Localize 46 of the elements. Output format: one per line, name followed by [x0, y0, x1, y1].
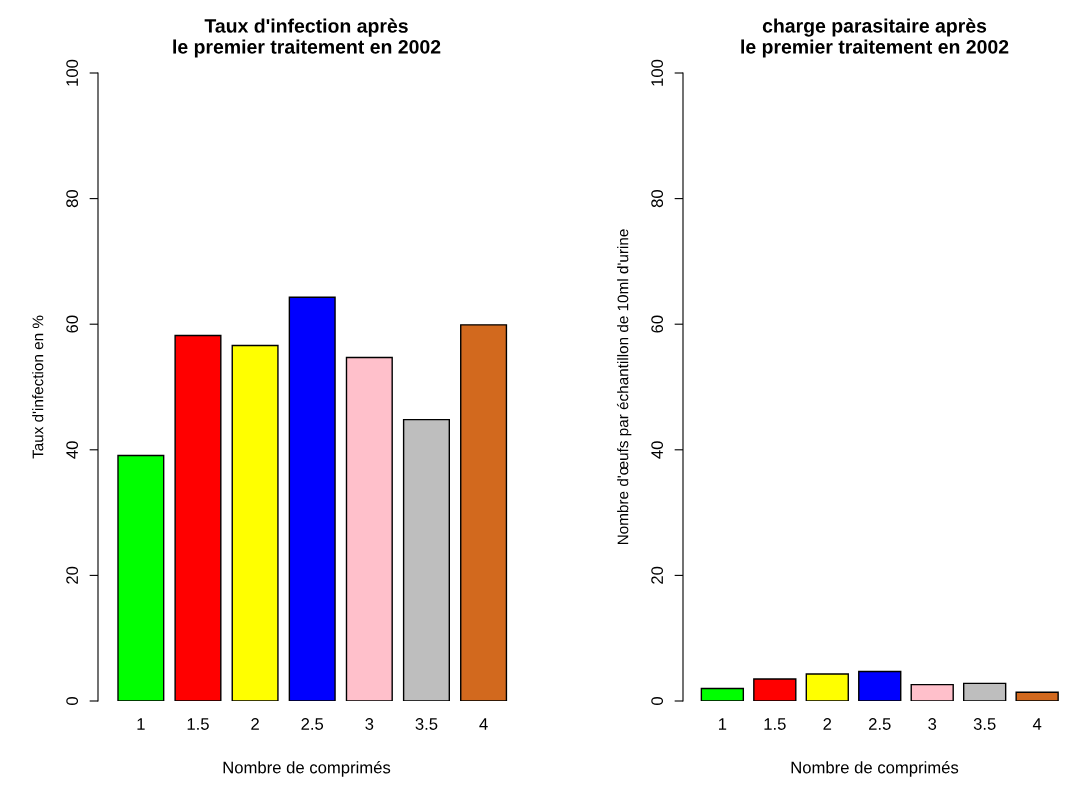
bar	[288, 296, 336, 701]
y-tick-label: 0	[651, 697, 664, 705]
y-tick-label: 40	[66, 441, 79, 459]
y-axis-title: Nombre d'œufs par échantillon de 10ml d'urine	[616, 229, 632, 545]
bar	[402, 418, 451, 701]
x-tick-label: 2	[251, 718, 259, 730]
x-tick-label: 4	[1032, 718, 1042, 730]
bar	[805, 673, 849, 701]
y-tick-label: 60	[651, 315, 664, 333]
x-tick-label: 2.5	[301, 718, 324, 730]
y-tick-label: 80	[651, 189, 664, 208]
y-tick-label: 80	[66, 189, 79, 208]
x-axis-title: Nombre de comprimés	[791, 760, 959, 777]
bar	[174, 334, 222, 701]
bar	[1015, 691, 1059, 701]
bar	[460, 324, 508, 701]
chart-title: charge parasitaire après le premier traitement en 2002	[741, 18, 1009, 58]
bar	[345, 356, 393, 701]
x-tick-label: 3	[928, 718, 937, 730]
y-tick-label: 0	[66, 697, 79, 705]
y-tick-label: 20	[651, 566, 664, 584]
x-tick-label: 3.5	[415, 718, 438, 730]
x-tick-label: 2.5	[869, 718, 891, 730]
y-tick-label: 60	[66, 315, 79, 333]
x-tick-label: 4	[479, 718, 488, 730]
y-axis-title: Taux d'infection en %	[32, 315, 44, 459]
x-tick-label: 1	[718, 718, 727, 730]
chart-title: Taux d'infection après le premier traitement en 2002	[173, 18, 441, 58]
x-tick-label: 1	[137, 718, 145, 730]
bar	[962, 682, 1007, 701]
x-axis-title: Nombre de comprimés	[223, 760, 391, 777]
x-tick-label: 3	[365, 718, 374, 730]
bar	[700, 687, 745, 701]
y-tick-label: 100	[651, 59, 664, 86]
bar	[753, 678, 797, 701]
x-tick-label: 1.5	[764, 718, 786, 730]
y-tick-label: 40	[651, 441, 664, 459]
x-tick-label: 2	[823, 718, 832, 730]
bar	[910, 683, 954, 701]
bar	[117, 454, 165, 701]
y-tick-label: 20	[66, 566, 79, 584]
x-tick-label: 3.5	[973, 718, 996, 730]
bar	[858, 670, 902, 701]
x-tick-label: 1.5	[187, 718, 209, 730]
bar	[231, 344, 279, 701]
y-tick-label: 100	[66, 59, 79, 86]
